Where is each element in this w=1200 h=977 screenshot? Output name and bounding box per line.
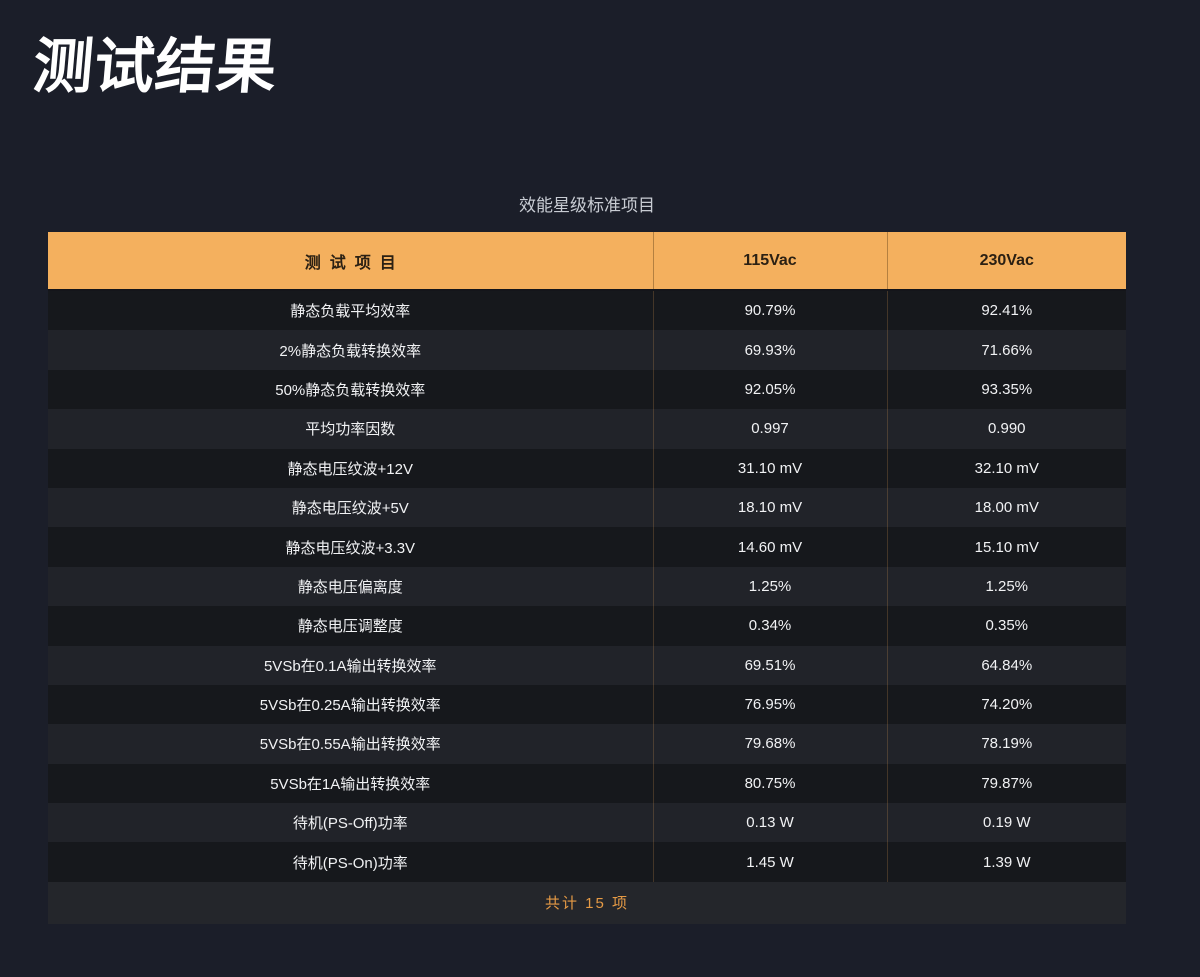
table-row: 静态负载平均效率 90.79% 92.41% — [48, 290, 1126, 331]
row-label: 5VSb在1A输出转换效率 — [270, 775, 431, 793]
value-230vac: 71.66% — [886, 330, 1126, 370]
value-230vac: 93.35% — [886, 369, 1126, 410]
table-row: 5VSb在0.55A输出转换效率 79.68% 78.19% — [48, 724, 1126, 764]
value-230vac: 92.41% — [886, 290, 1126, 331]
table-row: 5VSb在1A输出转换效率 80.75% 79.87% — [48, 763, 1126, 804]
value-115vac: 1.45 W — [652, 842, 887, 882]
table-row: 待机(PS-On)功率 1.45 W 1.39 W — [48, 842, 1126, 882]
table-row: 静态电压调整度 0.34% 0.35% — [48, 606, 1126, 646]
value-230vac: 32.10 mV — [886, 448, 1126, 488]
value-115vac: 69.51% — [652, 645, 887, 685]
value-115vac: 14.60 mV — [652, 527, 887, 567]
table-row: 5VSb在0.25A输出转换效率 76.95% 74.20% — [48, 684, 1126, 725]
row-label: 静态电压纹波+5V — [291, 500, 409, 518]
row-label: 待机(PS-On)功率 — [292, 854, 408, 872]
value-230vac: 78.19% — [886, 724, 1126, 764]
table-row: 5VSb在0.1A输出转换效率 69.51% 64.84% — [48, 645, 1126, 685]
value-115vac: 1.25% — [652, 566, 887, 607]
results-table: 测试项目 115Vac 230Vac 静态负载平均效率 90.79% 92.41% 2… — [48, 232, 1126, 924]
table-row: 50%静态负载转换效率 92.05% 93.35% — [48, 369, 1126, 410]
value-115vac: 31.10 mV — [652, 448, 887, 488]
row-label: 静态电压纹波+12V — [287, 460, 413, 478]
row-label: 平均功率因数 — [305, 421, 396, 439]
value-115vac: 0.997 — [652, 409, 887, 449]
table-body: 静态负载平均效率 90.79% 92.41% 2%静态负载转换效率 69.93% 71.6… — [48, 290, 1126, 882]
row-label: 5VSb在0.25A输出转换效率 — [259, 697, 441, 715]
value-115vac: 69.93% — [652, 330, 887, 370]
table-row: 2%静态负载转换效率 69.93% 71.66% — [48, 330, 1126, 370]
page-title: 测试结果 — [30, 33, 281, 100]
table-row: 待机(PS-Off)功率 0.13 W 0.19 W — [48, 803, 1126, 843]
value-230vac: 79.87% — [886, 763, 1126, 804]
table-row: 静态电压偏离度 1.25% 1.25% — [48, 566, 1126, 607]
header-row: 测试项目 115Vac 230Vac — [48, 232, 1126, 291]
row-label: 5VSb在0.1A输出转换效率 — [263, 657, 437, 675]
table-row: 平均功率因数 0.997 0.990 — [48, 409, 1126, 449]
row-label: 50%静态负载转换效率 — [275, 381, 426, 399]
footer-row: 共计 15 项 — [48, 881, 1126, 924]
table-row: 静态电压纹波+3.3V 14.60 mV 15.10 mV — [48, 527, 1126, 567]
value-115vac: 0.34% — [652, 606, 887, 646]
value-115vac: 0.13 W — [652, 803, 887, 843]
value-230vac: 0.35% — [886, 606, 1126, 646]
column-header-230vac: 230Vac — [886, 232, 1126, 291]
value-115vac: 79.68% — [652, 724, 887, 764]
table-caption: 效能星级标准项目 — [519, 196, 655, 215]
value-230vac: 18.00 mV — [886, 487, 1126, 528]
row-label: 静态电压偏离度 — [297, 578, 403, 596]
value-115vac: 18.10 mV — [652, 487, 887, 528]
row-label: 静态电压纹波+3.3V — [285, 539, 416, 557]
row-label: 2%静态负载转换效率 — [279, 342, 422, 360]
value-230vac: 1.39 W — [886, 842, 1126, 882]
row-label: 静态电压调整度 — [297, 618, 403, 636]
value-115vac: 90.79% — [652, 290, 887, 331]
table-row: 静态电压纹波+12V 31.10 mV 32.10 mV — [48, 448, 1126, 488]
column-header-test-item: 测试项目 — [48, 232, 653, 291]
value-115vac: 92.05% — [652, 369, 887, 410]
table-row: 静态电压纹波+5V 18.10 mV 18.00 mV — [48, 487, 1126, 528]
value-230vac: 0.19 W — [886, 803, 1126, 843]
table-footer-total: 共计 15 项 — [48, 881, 1126, 924]
row-label: 待机(PS-Off)功率 — [292, 815, 408, 833]
value-230vac: 1.25% — [886, 566, 1126, 607]
value-230vac: 15.10 mV — [886, 527, 1126, 567]
value-230vac: 0.990 — [886, 409, 1126, 449]
row-label: 5VSb在0.55A输出转换效率 — [259, 736, 441, 754]
value-115vac: 80.75% — [652, 763, 887, 804]
value-230vac: 74.20% — [886, 684, 1126, 725]
value-230vac: 64.84% — [886, 645, 1126, 685]
row-label: 静态负载平均效率 — [290, 303, 411, 321]
results-table-section: 效能星级标准项目 测试项目 115Vac 230Vac 静态负载平均效率 90.7… — [48, 186, 1126, 924]
value-115vac: 76.95% — [652, 684, 887, 725]
column-header-115vac: 115Vac — [652, 232, 887, 291]
